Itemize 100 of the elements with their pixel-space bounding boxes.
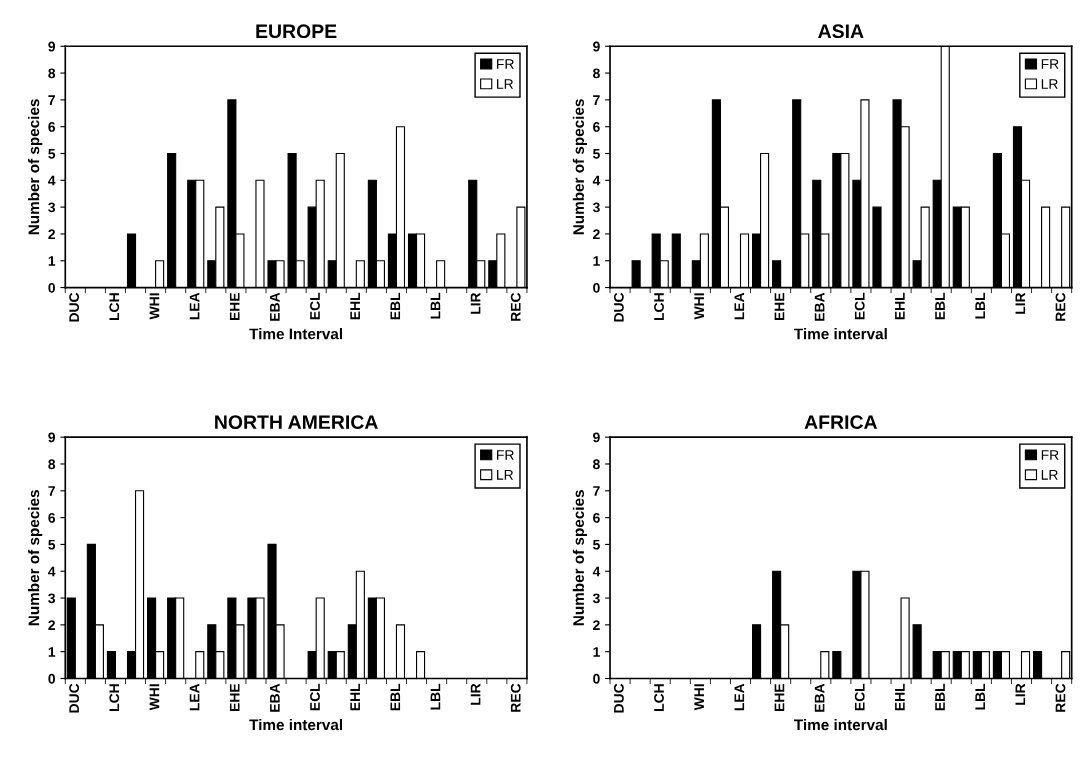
x-tick-label: DUC: [613, 292, 624, 322]
y-axis-title: Number of species: [28, 490, 43, 626]
y-tick-label: 0: [48, 282, 55, 293]
y-tick-label: 9: [48, 41, 56, 52]
x-tick-label: DUC: [69, 292, 80, 322]
x-tick-label: LIR: [1015, 683, 1026, 705]
y-tick-label: 1: [48, 647, 56, 657]
y-tick-label: 9: [593, 41, 600, 52]
x-tick-label: EBA: [814, 683, 825, 712]
x-tick-label: LIR: [1015, 292, 1026, 314]
x-tick-label: WHI: [149, 684, 160, 711]
x-tick-label: EBA: [814, 292, 825, 321]
chart-title: AFRICA: [804, 415, 878, 430]
y-axis-title: Number of species: [572, 99, 588, 235]
y-tick-label: 4: [48, 175, 56, 186]
legend-label: LR: [497, 79, 514, 89]
y-tick-label: 3: [48, 593, 56, 604]
y-tick-label: 6: [593, 122, 600, 132]
x-tick-label: EBL: [390, 683, 401, 711]
legend-label: LR: [1041, 470, 1058, 480]
y-tick-label: 9: [593, 432, 600, 443]
y-tick-label: 0: [593, 282, 600, 293]
x-tick-label: LBL: [975, 292, 985, 319]
y-tick-label: 7: [48, 486, 55, 496]
x-tick-label: EHL: [895, 683, 905, 711]
y-axis-title: Number of species: [28, 99, 43, 235]
x-tick-label: REC: [510, 683, 521, 712]
x-tick-label: REC: [510, 292, 521, 321]
x-axis-title: Time interval: [249, 718, 343, 731]
y-tick-label: 0: [48, 673, 55, 684]
x-tick-label: EHE: [774, 683, 785, 711]
y-tick-label: 5: [48, 539, 56, 550]
x-tick-label: LCH: [654, 293, 664, 321]
y-tick-label: 8: [593, 459, 600, 470]
y-tick-label: 1: [593, 256, 600, 266]
x-axis-title: Time interval: [794, 718, 887, 731]
x-tick-label: REC: [1055, 292, 1066, 321]
x-tick-label: LIR: [470, 292, 481, 314]
x-tick-label: DUC: [69, 683, 80, 713]
y-tick-label: 0: [593, 673, 600, 684]
y-tick-label: 5: [593, 148, 600, 159]
x-tick-label: EBA: [270, 683, 280, 712]
y-tick-label: 2: [48, 229, 55, 239]
x-tick-label: LEA: [734, 683, 745, 711]
y-tick-label: 7: [593, 95, 600, 105]
y-tick-label: 8: [48, 459, 56, 470]
x-tick-label: ECL: [854, 292, 865, 320]
chart-title: EUROPE: [256, 24, 337, 39]
y-tick-label: 6: [593, 512, 600, 523]
y-tick-label: 2: [48, 620, 55, 630]
x-tick-label: LEA: [189, 683, 200, 711]
y-tick-label: 2: [593, 620, 600, 630]
x-tick-label: EBL: [390, 292, 401, 320]
x-tick-label: LEA: [189, 292, 200, 320]
y-tick-label: 1: [593, 647, 600, 657]
x-tick-label: LCH: [654, 684, 664, 711]
legend-label: FR: [1041, 59, 1059, 69]
x-tick-label: EHL: [895, 292, 905, 320]
y-tick-label: 9: [48, 432, 56, 443]
x-tick-label: LEA: [734, 292, 745, 320]
chart-title: ASIA: [818, 24, 864, 39]
x-tick-label: ECL: [310, 292, 320, 320]
x-tick-label: LCH: [109, 293, 120, 321]
y-tick-label: 4: [592, 566, 601, 577]
legend-label: LR: [497, 470, 514, 480]
x-axis-title: Time interval: [794, 328, 887, 340]
x-tick-label: ECL: [310, 683, 320, 711]
legend-label: FR: [497, 450, 514, 460]
y-tick-label: 3: [592, 202, 600, 213]
y-tick-label: 6: [48, 122, 56, 132]
y-tick-label: 7: [593, 486, 600, 496]
y-tick-label: 8: [48, 68, 56, 79]
legend-label: FR: [1041, 450, 1059, 460]
legend-label: FR: [497, 59, 514, 69]
x-tick-label: EHE: [774, 292, 785, 321]
x-tick-label: EHL: [350, 292, 360, 320]
y-tick-label: 8: [593, 68, 600, 79]
x-tick-label: DUC: [613, 683, 624, 713]
x-tick-label: WHI: [694, 684, 704, 711]
x-tick-label: LIR: [470, 683, 481, 705]
y-tick-label: 4: [592, 175, 601, 186]
x-tick-label: EHE: [229, 683, 240, 711]
y-tick-label: 4: [48, 566, 56, 577]
x-tick-label: EHE: [229, 292, 240, 321]
y-tick-label: 2: [593, 229, 600, 239]
chart-title: NORTH AMERICA: [215, 415, 378, 430]
y-tick-label: 7: [48, 95, 55, 105]
y-tick-label: 3: [592, 593, 600, 604]
x-tick-label: LBL: [975, 683, 985, 710]
x-tick-label: LCH: [109, 684, 120, 711]
x-axis-title: Time Interval: [249, 328, 343, 340]
x-tick-label: LBL: [430, 683, 441, 710]
x-tick-label: WHI: [694, 293, 704, 320]
y-tick-label: 5: [593, 539, 600, 550]
x-tick-label: WHI: [149, 293, 160, 320]
x-tick-label: EBA: [270, 292, 280, 321]
x-tick-label: EHL: [350, 683, 360, 711]
legend-label: LR: [1041, 79, 1058, 89]
x-tick-label: REC: [1055, 683, 1066, 712]
x-tick-label: ECL: [854, 683, 865, 711]
